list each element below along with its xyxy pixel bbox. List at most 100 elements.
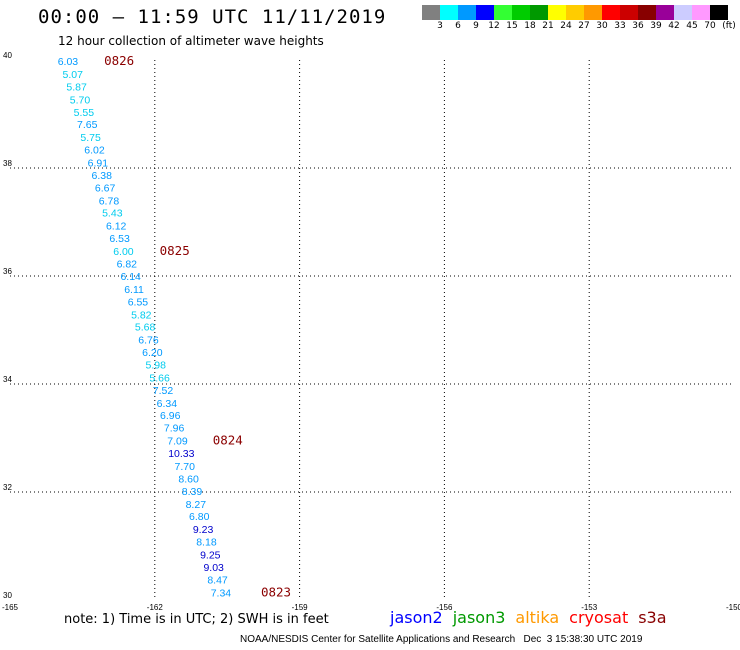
wave-height-value: 9.23 [193, 524, 214, 536]
wave-height-value: 5.75 [80, 132, 101, 144]
legend-tick-label: 15 [506, 21, 518, 31]
wave-height-value: 5.98 [146, 359, 167, 371]
legend-swatch [674, 5, 692, 20]
wave-height-value: 6.78 [99, 195, 120, 207]
legend-swatch [422, 5, 440, 20]
pass-time-label: 0826 [104, 53, 134, 68]
lon-tick-label: -150 [726, 603, 740, 612]
wave-height-value: 6.53 [109, 233, 130, 245]
legend-swatch [620, 5, 638, 20]
wave-height-value: 6.12 [106, 221, 127, 233]
wave-height-value: 6.20 [142, 347, 163, 359]
legend-tick-label: 21 [542, 21, 554, 31]
legend-tick-label: 9 [473, 21, 479, 31]
legend-swatch [476, 5, 494, 20]
legend-tick-label: 42 [668, 21, 680, 31]
wave-height-value: 6.03 [58, 56, 79, 68]
legend-tick-label: 18 [524, 21, 536, 31]
legend-swatch [530, 5, 548, 20]
wave-height-value: 7.96 [164, 423, 185, 435]
wave-height-value: 5.68 [135, 322, 156, 334]
lat-tick-label: 34 [3, 375, 12, 384]
lat-tick-label: 36 [3, 267, 12, 276]
satellite-legend: jason2 jason3 altika cryosat s3a [390, 608, 677, 627]
legend-tick-label: 30 [596, 21, 608, 31]
lon-tick-label: -156 [436, 603, 453, 612]
satellite-legend-item: jason3 [452, 608, 506, 627]
lat-tick-label: 32 [3, 483, 12, 492]
wave-height-value: 5.70 [70, 94, 91, 106]
wave-height-value: 7.09 [167, 436, 188, 448]
legend-tick-label: 36 [632, 21, 644, 31]
wave-height-value: 7.65 [77, 119, 98, 131]
satellite-legend-item: cryosat [569, 608, 629, 627]
legend-swatch [584, 5, 602, 20]
wave-height-value: 5.07 [63, 69, 84, 81]
lon-tick-label: -159 [292, 603, 309, 612]
footer-credit: NOAA/NESDIS Center for Satellite Applica… [240, 634, 643, 645]
legend-tick-label: 70 [704, 21, 716, 31]
wave-height-value: 6.55 [128, 296, 149, 308]
legend-swatch [566, 5, 584, 20]
legend-swatch [512, 5, 530, 20]
wave-height-value: 5.82 [131, 309, 152, 321]
lon-tick-label: -165 [2, 603, 19, 612]
legend-swatch [692, 5, 710, 20]
page-title: 00:00 – 11:59 UTC 11/11/2019 [38, 6, 387, 28]
wave-height-value: 7.70 [175, 461, 196, 473]
wave-height-value: 6.14 [120, 271, 141, 283]
wave-height-value: 6.80 [189, 511, 210, 523]
legend-swatch [440, 5, 458, 20]
legend-tick-label: 6 [455, 21, 461, 31]
color-scale-legend [422, 5, 728, 20]
wave-height-value: 8.27 [186, 499, 207, 511]
lon-tick-label: -162 [147, 603, 164, 612]
legend-swatch [494, 5, 512, 20]
legend-tick-label: 12 [488, 21, 500, 31]
lon-tick-label: -153 [581, 603, 598, 612]
legend-swatch [710, 5, 728, 20]
wave-height-value: 8.39 [182, 486, 203, 498]
wave-height-value: 6.38 [91, 170, 112, 182]
note-text: note: 1) Time is in UTC; 2) SWH is in fe… [64, 612, 329, 627]
legend-tick-label: 39 [650, 21, 662, 31]
legend-tick-label: 24 [560, 21, 572, 31]
wave-height-value: 8.60 [178, 473, 199, 485]
wave-height-value: 6.91 [88, 158, 109, 170]
satellite-legend-item: s3a [638, 608, 667, 627]
legend-swatch [656, 5, 674, 20]
pass-time-label: 0825 [160, 243, 190, 258]
wave-height-value: 6.11 [124, 284, 144, 296]
wave-height-value: 5.87 [66, 81, 87, 93]
satellite-legend-item: jason2 [390, 608, 443, 627]
legend-unit: (ft) [722, 21, 736, 31]
wave-height-value: 6.67 [95, 182, 116, 194]
pass-time-label: 0823 [261, 584, 291, 599]
legend-tick-label: 3 [437, 21, 443, 31]
lat-tick-label: 40 [3, 51, 12, 60]
lat-tick-label: 38 [3, 159, 12, 168]
wave-height-value: 7.52 [153, 385, 174, 397]
wave-height-value: 6.96 [160, 410, 181, 422]
wave-height-value: 6.02 [84, 145, 105, 157]
wave-height-value: 9.25 [200, 550, 221, 562]
legend-swatch [458, 5, 476, 20]
wave-height-value: 9.03 [203, 562, 224, 574]
page-subtitle: 12 hour collection of altimeter wave hei… [58, 34, 324, 48]
legend-swatch [602, 5, 620, 20]
wave-height-value: 7.34 [211, 587, 232, 599]
wave-height-value: 8.47 [207, 574, 228, 586]
wave-height-value: 5.66 [149, 372, 170, 384]
wave-height-value: 5.43 [102, 208, 123, 220]
wave-height-value: 6.82 [117, 259, 138, 271]
wave-height-value: 8.18 [196, 537, 217, 549]
wave-height-value: 10.33 [168, 448, 194, 460]
wave-height-value: 6.76 [138, 335, 159, 347]
wave-height-value: 6.00 [113, 246, 134, 258]
wave-height-value: 6.34 [157, 398, 178, 410]
satellite-legend-item: altika [515, 608, 560, 627]
wave-height-value: 5.55 [74, 107, 95, 119]
legend-tick-label: 33 [614, 21, 626, 31]
pass-time-label: 0824 [213, 433, 243, 448]
